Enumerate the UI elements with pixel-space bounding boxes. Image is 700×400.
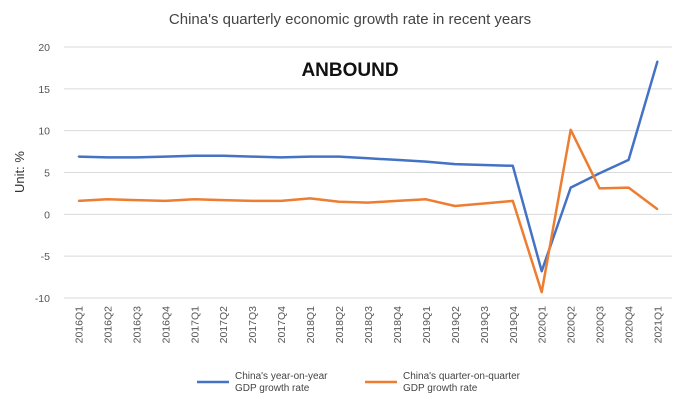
x-tick-label: 2016Q2 bbox=[102, 306, 114, 344]
series-lines bbox=[77, 60, 659, 294]
data-point bbox=[483, 164, 485, 166]
x-tick-label: 2016Q3 bbox=[131, 306, 143, 344]
y-tick-label: 20 bbox=[38, 42, 50, 54]
x-tick-label: 2018Q2 bbox=[334, 306, 346, 344]
data-point bbox=[164, 155, 167, 158]
x-tick-label: 2017Q3 bbox=[247, 306, 259, 344]
data-point bbox=[280, 200, 282, 202]
x-tick-label: 2018Q4 bbox=[392, 306, 404, 344]
x-tick-label: 2017Q4 bbox=[276, 306, 288, 344]
data-point bbox=[309, 155, 311, 158]
y-tick-label: -10 bbox=[35, 293, 50, 305]
legend-entry-label: China's quarter-on-quarter bbox=[403, 371, 521, 382]
x-tick-label: 2020Q4 bbox=[624, 306, 636, 344]
data-point bbox=[222, 199, 225, 201]
x-tick-label: 2020Q3 bbox=[595, 306, 607, 344]
data-point bbox=[454, 205, 456, 207]
x-tick-label: 2016Q4 bbox=[160, 306, 172, 344]
data-point bbox=[627, 186, 630, 189]
x-tick-label: 2017Q2 bbox=[218, 306, 230, 344]
data-point bbox=[598, 187, 601, 190]
data-point bbox=[511, 200, 514, 202]
data-point bbox=[251, 155, 253, 158]
y-tick-label: 15 bbox=[38, 84, 50, 96]
data-point bbox=[106, 156, 109, 159]
data-point bbox=[135, 199, 138, 201]
data-point bbox=[193, 198, 196, 201]
grid-lines bbox=[64, 46, 672, 299]
data-point bbox=[135, 156, 138, 159]
x-axis-ticks: 2016Q1 2016Q2 2016Q3 2016Q4 2017Q1 2017Q2 2017… bbox=[73, 306, 664, 344]
data-point bbox=[540, 291, 543, 293]
data-point bbox=[193, 154, 196, 157]
data-point bbox=[367, 201, 369, 204]
data-point bbox=[106, 198, 109, 201]
y-tick-label: -5 bbox=[41, 251, 50, 263]
data-point bbox=[598, 172, 601, 175]
x-tick-label: 2019Q1 bbox=[421, 306, 433, 344]
data-point bbox=[251, 200, 253, 202]
x-tick-label: 2016Q1 bbox=[73, 306, 85, 344]
x-tick-label: 2019Q2 bbox=[450, 306, 462, 344]
data-point bbox=[656, 60, 659, 63]
data-point bbox=[222, 154, 225, 157]
x-tick-label: 2019Q4 bbox=[508, 306, 520, 344]
data-point bbox=[483, 202, 485, 205]
legend-entry-label: China's year-on-year bbox=[235, 371, 328, 382]
data-point bbox=[164, 200, 167, 202]
data-point bbox=[396, 159, 398, 161]
data-point bbox=[425, 198, 427, 201]
x-tick-label: 2017Q1 bbox=[189, 306, 201, 344]
data-point bbox=[511, 165, 514, 167]
legend-entry-label: GDP growth rate bbox=[235, 383, 310, 394]
x-tick-label: 2018Q3 bbox=[363, 306, 375, 344]
data-point bbox=[656, 208, 659, 211]
data-point bbox=[77, 155, 80, 158]
x-tick-label: 2020Q2 bbox=[566, 306, 578, 344]
data-point bbox=[569, 186, 572, 189]
y-tick-label: 5 bbox=[44, 168, 50, 180]
data-point bbox=[569, 129, 572, 131]
x-tick-label: 2020Q1 bbox=[537, 306, 549, 344]
data-point bbox=[454, 163, 456, 165]
anbound-logo: ANBOUND bbox=[301, 60, 398, 81]
data-point bbox=[540, 270, 543, 273]
data-point bbox=[309, 197, 311, 200]
y-tick-label: 0 bbox=[44, 209, 50, 221]
data-point bbox=[77, 200, 80, 202]
data-point bbox=[338, 155, 340, 158]
data-point bbox=[280, 156, 282, 159]
data-point bbox=[338, 200, 340, 203]
series-line-2 bbox=[78, 128, 659, 294]
data-point bbox=[396, 200, 398, 202]
data-point bbox=[425, 160, 427, 163]
y-tick-label: 10 bbox=[38, 126, 50, 138]
y-axis-ticks: 20 15 10 5 0 -5 -10 bbox=[35, 42, 50, 305]
x-tick-label: 2021Q1 bbox=[653, 306, 665, 344]
data-point bbox=[627, 159, 630, 161]
series-line-1 bbox=[78, 60, 659, 273]
legend-entry-label: GDP growth rate bbox=[403, 383, 478, 394]
x-tick-label: 2018Q1 bbox=[305, 306, 317, 344]
data-point bbox=[367, 157, 369, 160]
chart-title: China's quarterly economic growth rate i… bbox=[169, 11, 531, 28]
y-axis-label: Unit: % bbox=[12, 151, 27, 193]
x-tick-label: 2019Q3 bbox=[479, 306, 491, 344]
